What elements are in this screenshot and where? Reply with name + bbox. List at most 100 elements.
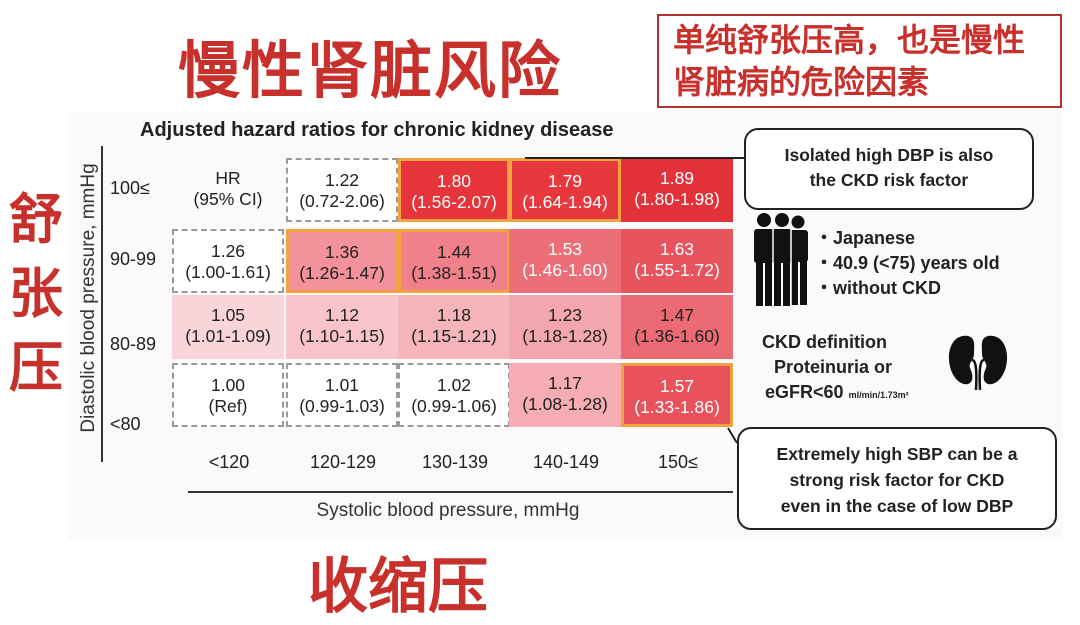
row-label: 100≤ [110, 178, 150, 198]
hr-cell: 1.57 (1.33-1.86) [621, 363, 733, 427]
hr-cell: 1.05 (1.01-1.09) [172, 295, 284, 359]
y-char-3: 压 [9, 335, 63, 399]
hr-cell: 1.89 (1.80-1.98) [621, 158, 733, 222]
y-char-2: 张 [9, 261, 63, 325]
hr-cell: 1.47 (1.36-1.60) [621, 295, 733, 359]
hr-cell: 1.18 (1.15-1.21) [398, 295, 510, 359]
callout-bottom-line-1: Extremely high SBP can be a [776, 444, 1018, 464]
ci-value: (0.99-1.03) [299, 396, 385, 416]
hr-value: 1.44 [436, 242, 472, 262]
callout-bottom-pointer [727, 427, 738, 444]
ci-value: (Ref) [208, 396, 248, 416]
hr-value: 1.17 [547, 373, 583, 393]
hr-value: 1.26 [210, 241, 246, 261]
column-label: 120-129 [309, 452, 377, 472]
ci-value: (1.55-1.72) [634, 260, 720, 280]
bullet-1: ・Japanese [815, 228, 916, 248]
ckd-line-1: CKD definition [762, 332, 887, 352]
hr-cell: 1.22 (0.72-2.06) [286, 158, 398, 222]
column-label: <120 [208, 452, 250, 472]
header-cell: HR (95% CI) [172, 158, 284, 222]
bullet-2: ・40.9 (<75) years old [815, 253, 1000, 273]
hr-cell: 1.36 (1.26-1.47) [286, 229, 398, 293]
column-label: 130-139 [421, 452, 489, 472]
callout-top-line-1: Isolated high DBP is also [784, 145, 994, 165]
ci-value: (1.56-2.07) [411, 192, 497, 212]
ci-value: (1.10-1.15) [299, 326, 385, 346]
ci-value: (1.33-1.86) [634, 397, 720, 417]
bullet-3: ・without CKD [815, 278, 941, 298]
hr-value: 1.01 [324, 375, 360, 395]
ckd-definition: CKD definition Proteinuria or eGFR<60 ml… [762, 330, 909, 408]
population-list: ・Japanese ・40.9 (<75) years old ・without… [815, 226, 1000, 301]
ci-value: (1.00-1.61) [185, 262, 271, 282]
ci-value: (1.80-1.98) [634, 189, 720, 209]
hr-value: 1.22 [324, 170, 360, 190]
callout-bottom-line-3: even in the case of low DBP [780, 496, 1014, 516]
hr-value: 1.23 [547, 305, 583, 325]
hr-value: 1.18 [436, 305, 472, 325]
ci-value: (0.99-1.06) [411, 396, 497, 416]
hr-value: 1.36 [324, 242, 360, 262]
hr-value: 1.12 [324, 305, 360, 325]
row-label: 90-99 [110, 249, 157, 269]
header-ci: (95% CI) [193, 189, 263, 209]
hr-value: 1.80 [436, 171, 472, 191]
ckd-line-2: Proteinuria or [774, 357, 893, 377]
chinese-main-title: 慢性肾脏风险 [178, 34, 563, 107]
chinese-note-box: 单纯舒张压高，也是慢性 肾脏病的危险因素 [657, 14, 1062, 108]
hr-cell: 1.00 (Ref) [172, 363, 284, 427]
note-line-2: 肾脏病的危险因素 [673, 63, 930, 101]
people-icon [754, 213, 808, 306]
hr-value: 1.89 [659, 168, 695, 188]
y-axis-line [101, 146, 103, 462]
hr-cell: 1.23 (1.18-1.28) [509, 295, 621, 359]
x-axis-label: Systolic blood pressure, mmHg [316, 500, 580, 521]
note-line-1: 单纯舒张压高，也是慢性 [673, 21, 1026, 59]
hr-cell: 1.12 (1.10-1.15) [286, 295, 398, 359]
row-label: 80-89 [110, 334, 157, 354]
ci-value: (1.08-1.28) [522, 394, 608, 414]
hr-cell: 1.01 (0.99-1.03) [286, 363, 398, 427]
hr-cell: 1.17 (1.08-1.28) [509, 363, 621, 427]
ci-value: (1.26-1.47) [299, 263, 385, 283]
hr-value: 1.57 [659, 376, 695, 396]
chart-title: Adjusted hazard ratios for chronic kidne… [140, 119, 614, 141]
column-label: 140-149 [532, 452, 600, 472]
header-hr: HR [215, 168, 241, 188]
column-label: 150≤ [658, 452, 698, 472]
ci-value: (1.18-1.28) [522, 326, 608, 346]
ci-value: (1.38-1.51) [411, 263, 497, 283]
hr-value: 1.53 [547, 239, 583, 259]
hr-value: 1.00 [210, 375, 246, 395]
ci-value: (1.15-1.21) [411, 326, 497, 346]
ci-value: (1.46-1.60) [522, 260, 608, 280]
hr-cell: 1.26 (1.00-1.61) [172, 229, 284, 293]
chinese-x-label: 收缩压 [308, 552, 488, 622]
y-char-1: 舒 [9, 187, 63, 251]
hr-cell: 1.44 (1.38-1.51) [398, 229, 510, 293]
hr-value: 1.47 [659, 305, 695, 325]
hr-cell: 1.79 (1.64-1.94) [509, 158, 621, 222]
callout-high-sbp: Extremely high SBP can be a strong risk … [737, 427, 1057, 530]
ckd-unit: ml/min/1.73m² [848, 390, 909, 400]
hr-value: 1.05 [210, 305, 246, 325]
kidney-icon [948, 335, 1008, 391]
callout-top-line-2: the CKD risk factor [809, 170, 969, 190]
hr-cell: 1.02 (0.99-1.06) [398, 363, 510, 427]
ci-value: (1.01-1.09) [185, 326, 271, 346]
ckd-egfr: eGFR<60 [765, 382, 844, 402]
ci-value: (1.36-1.60) [634, 326, 720, 346]
callout-bottom-line-2: strong risk factor for CKD [789, 470, 1005, 490]
chinese-y-label: 舒 张 压 [4, 182, 68, 404]
ckd-line-3: eGFR<60 ml/min/1.73m² [762, 380, 909, 408]
hr-value: 1.02 [436, 375, 472, 395]
hr-cell: 1.53 (1.46-1.60) [509, 229, 621, 293]
hr-cell: 1.80 (1.56-2.07) [398, 158, 510, 222]
row-label: <80 [110, 414, 141, 434]
x-axis-line [188, 491, 733, 493]
callout-isolated-dbp: Isolated high DBP is also the CKD risk f… [744, 128, 1034, 210]
ci-value: (1.64-1.94) [522, 192, 608, 212]
hr-value: 1.63 [659, 239, 695, 259]
